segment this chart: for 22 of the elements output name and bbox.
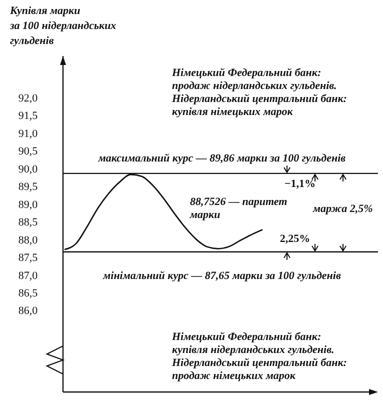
- annotation: Німецький Федеральний банк: купівля нідерландських гульденів. Нідерландський центральний банк: продаж німецьких марок: [171, 331, 347, 382]
- y-tick-label: 90,0: [18, 163, 38, 176]
- y-tick-label: 86,5: [18, 288, 38, 300]
- y-tick-label: 86,0: [18, 305, 38, 318]
- y-axis-title: Купівля марки за 100 нідерландських гульденів: [9, 5, 117, 47]
- y-tick-label: 87,0: [18, 270, 38, 282]
- y-tick-label: 87,5: [18, 252, 38, 264]
- y-tick-label: 88,5: [18, 216, 38, 229]
- legend-label: мінімальний курс — 87,65 марки за 100 гульденів: [102, 270, 341, 282]
- y-tick-label: 92,0: [18, 92, 38, 104]
- y-tick-label: 88,0: [18, 234, 38, 246]
- text: −1,1%: [284, 178, 316, 190]
- y-tick-label: 91,0: [18, 128, 38, 140]
- text: 2,25%: [280, 233, 310, 245]
- text: маржа 2,5%: [312, 203, 373, 215]
- y-tick-label: 89,5: [18, 181, 38, 194]
- annotation: Німецький Федеральний банк: продаж нідерландських гульденів. Нідерландський центральний банк: купівля німецьких марок: [171, 67, 347, 118]
- ref-line-label: максимальний курс — 89,86 марки за 100 гульденів: [97, 152, 346, 164]
- y-tick-label: 90,5: [18, 146, 38, 158]
- annotation: 88,7526 — паритет марки: [189, 196, 288, 221]
- y-tick-label: 89,0: [18, 198, 38, 211]
- y-tick-label: 91,5: [18, 110, 38, 122]
